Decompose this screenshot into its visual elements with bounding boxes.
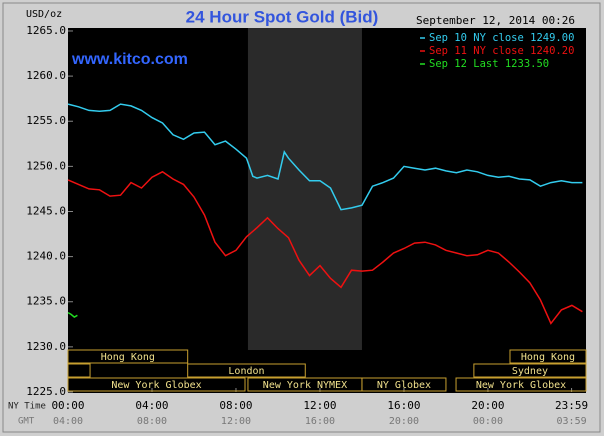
timestamp: September 12, 2014 00:26: [416, 14, 575, 27]
session-label: NY Globex: [377, 380, 431, 391]
legend-label: Sep 11 NY close 1240.20: [429, 45, 574, 57]
y-tick-label: 1240.0: [26, 250, 66, 263]
session-label: New York NYMEX: [263, 380, 347, 391]
session-box: [455, 377, 587, 392]
x-tick-label: 20:00: [471, 399, 504, 412]
session-label: New York Globex: [476, 380, 566, 391]
session-shade: [247, 28, 362, 350]
y-tick-label: 1225.0: [26, 385, 66, 398]
x-tick-label: 08:00: [219, 399, 252, 412]
y-tick-label: 1265.0: [26, 24, 66, 37]
y-tick-label: 1230.0: [26, 340, 66, 353]
y-tick-label: 1245.0: [26, 204, 66, 217]
x2-tick-label: 08:00: [137, 416, 167, 427]
session-box: [509, 349, 587, 364]
x2-tick-label: 00:00: [473, 416, 503, 427]
watermark: www.kitco.com: [71, 51, 188, 68]
session-label: New York Globex: [111, 380, 201, 391]
session-label: London: [228, 366, 264, 377]
legend-box: [415, 29, 586, 76]
x-tick-label: 00:00: [51, 399, 84, 412]
y-tick-label: 1235.0: [26, 295, 66, 308]
session-box: [67, 349, 189, 364]
legend-label: Sep 10 NY close 1249.00: [429, 32, 574, 44]
x2-tick-label: 04:00: [53, 416, 83, 427]
x2-tick-label: 03:59: [557, 416, 587, 427]
y-tick-label: 1260.0: [26, 69, 66, 82]
x2-tick-label: 16:00: [305, 416, 335, 427]
x-tick-label: 12:00: [303, 399, 336, 412]
x2-tick-label: 12:00: [221, 416, 251, 427]
x2-axis-label: GMT: [18, 417, 35, 427]
session-label: Sydney: [512, 366, 548, 377]
session-box: [67, 363, 91, 378]
chart-title: 24 Hour Spot Gold (Bid): [186, 7, 379, 26]
legend-label: Sep 12 Last 1233.50: [429, 58, 549, 70]
session-label: Hong Kong: [101, 352, 155, 363]
price-line: [67, 311, 78, 319]
y-tick-label: 1250.0: [26, 159, 66, 172]
session-box: [67, 377, 246, 392]
x2-tick-label: 20:00: [389, 416, 419, 427]
y-tick-label: 1255.0: [26, 114, 66, 127]
session-box: [361, 377, 447, 392]
x-tick-label: 23:59: [555, 399, 588, 412]
x-tick-label: 16:00: [387, 399, 420, 412]
price-line: [67, 103, 583, 211]
session-label: Hong Kong: [521, 352, 575, 363]
session-box: [187, 363, 306, 378]
y-axis-label: USD/oz: [26, 9, 62, 20]
x-axis-label: NY Time: [8, 402, 46, 412]
price-line: [67, 170, 583, 325]
session-box: [473, 363, 587, 378]
x-tick-label: 04:00: [135, 399, 168, 412]
